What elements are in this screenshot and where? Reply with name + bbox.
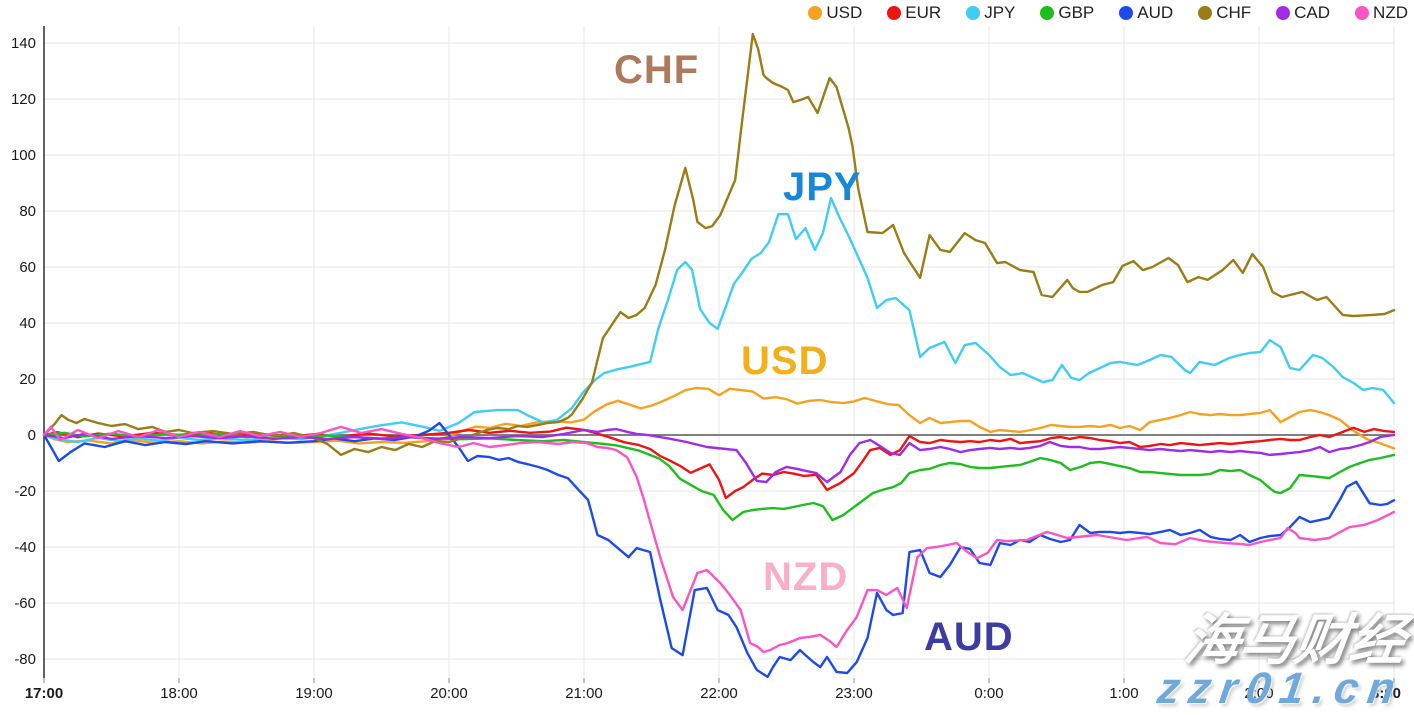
- y-axis-tick-label: -80: [14, 651, 36, 668]
- y-axis-tick-label: -20: [14, 483, 36, 500]
- series-line-eur: [42, 426, 1396, 500]
- x-axis-tick-label: 20:00: [430, 685, 468, 702]
- legend-label: GBP: [1058, 3, 1095, 22]
- legend: USD EUR JPY GBP AUD CHF CAD NZD: [808, 3, 1408, 23]
- y-axis-tick-label: 0: [28, 427, 36, 444]
- legend-dot-icon: [1276, 6, 1291, 20]
- x-axis-tick-label: 1:00: [1109, 685, 1138, 702]
- annotation-usd: USD: [741, 339, 829, 383]
- y-axis-tick-label: 80: [19, 203, 36, 220]
- legend-item-chf[interactable]: CHF: [1198, 3, 1251, 23]
- x-axis-tick-label: 2:00: [1244, 685, 1273, 702]
- legend-item-gbp[interactable]: GBP: [1040, 3, 1094, 23]
- x-axis-tick-label: 23:00: [835, 685, 873, 702]
- legend-dot-icon: [1198, 6, 1213, 20]
- y-axis-tick-label: -40: [14, 539, 36, 556]
- annotation-nzd: NZD: [763, 555, 849, 599]
- brand-watermark: 海马财经: [1180, 609, 1410, 671]
- legend-label: USD: [826, 3, 863, 22]
- series-line-gbp: [42, 431, 1396, 522]
- legend-label: EUR: [905, 3, 942, 22]
- series-line-nzd: [42, 425, 1396, 654]
- legend-item-nzd[interactable]: NZD: [1355, 3, 1408, 23]
- legend-label: CAD: [1294, 3, 1331, 22]
- series-line-usd: [42, 386, 1396, 450]
- legend-item-eur[interactable]: EUR: [887, 3, 941, 23]
- legend-dot-icon: [1040, 6, 1055, 20]
- x-axis-tick-label: 17:00: [25, 685, 63, 702]
- legend-dot-icon: [1355, 6, 1370, 20]
- legend-item-jpy[interactable]: JPY: [966, 3, 1015, 23]
- y-axis-tick-label: 120: [11, 91, 36, 108]
- series-line-aud: [42, 421, 1396, 679]
- legend-label: NZD: [1373, 3, 1408, 22]
- series-line-jpy: [42, 196, 1396, 444]
- legend-dot-icon: [966, 6, 981, 20]
- legend-dot-icon: [887, 6, 902, 20]
- site-watermark: zzr01.cn: [1154, 664, 1408, 713]
- legend-item-cad[interactable]: CAD: [1276, 3, 1330, 23]
- y-axis-tick-label: 100: [11, 147, 36, 164]
- legend-dot-icon: [808, 6, 823, 20]
- x-axis-tick-label: 22:00: [700, 685, 738, 702]
- annotation-aud: AUD: [924, 615, 1014, 659]
- annotation-chf: CHF: [614, 48, 700, 92]
- x-axis-tick-label: 3:00: [1371, 685, 1401, 702]
- y-axis-tick-label: -60: [14, 595, 36, 612]
- y-axis-tick-label: 60: [19, 259, 36, 276]
- series-line-chf: [42, 32, 1396, 457]
- y-axis-tick-label: 140: [11, 35, 36, 52]
- series-line-cad: [42, 427, 1396, 484]
- legend-dot-icon: [1119, 6, 1134, 20]
- x-axis-tick-label: 19:00: [295, 685, 333, 702]
- x-axis-tick-label: 0:00: [974, 685, 1003, 702]
- legend-label: JPY: [984, 3, 1016, 22]
- legend-item-usd[interactable]: USD: [808, 3, 862, 23]
- legend-label: AUD: [1137, 3, 1174, 22]
- x-axis-tick-label: 18:00: [160, 685, 198, 702]
- legend-item-aud[interactable]: AUD: [1119, 3, 1173, 23]
- annotation-jpy: JPY: [783, 165, 862, 209]
- y-axis-tick-label: 20: [19, 371, 36, 388]
- legend-label: CHF: [1216, 3, 1252, 22]
- y-axis-tick-label: 40: [19, 315, 36, 332]
- x-axis-tick-label: 21:00: [565, 685, 603, 702]
